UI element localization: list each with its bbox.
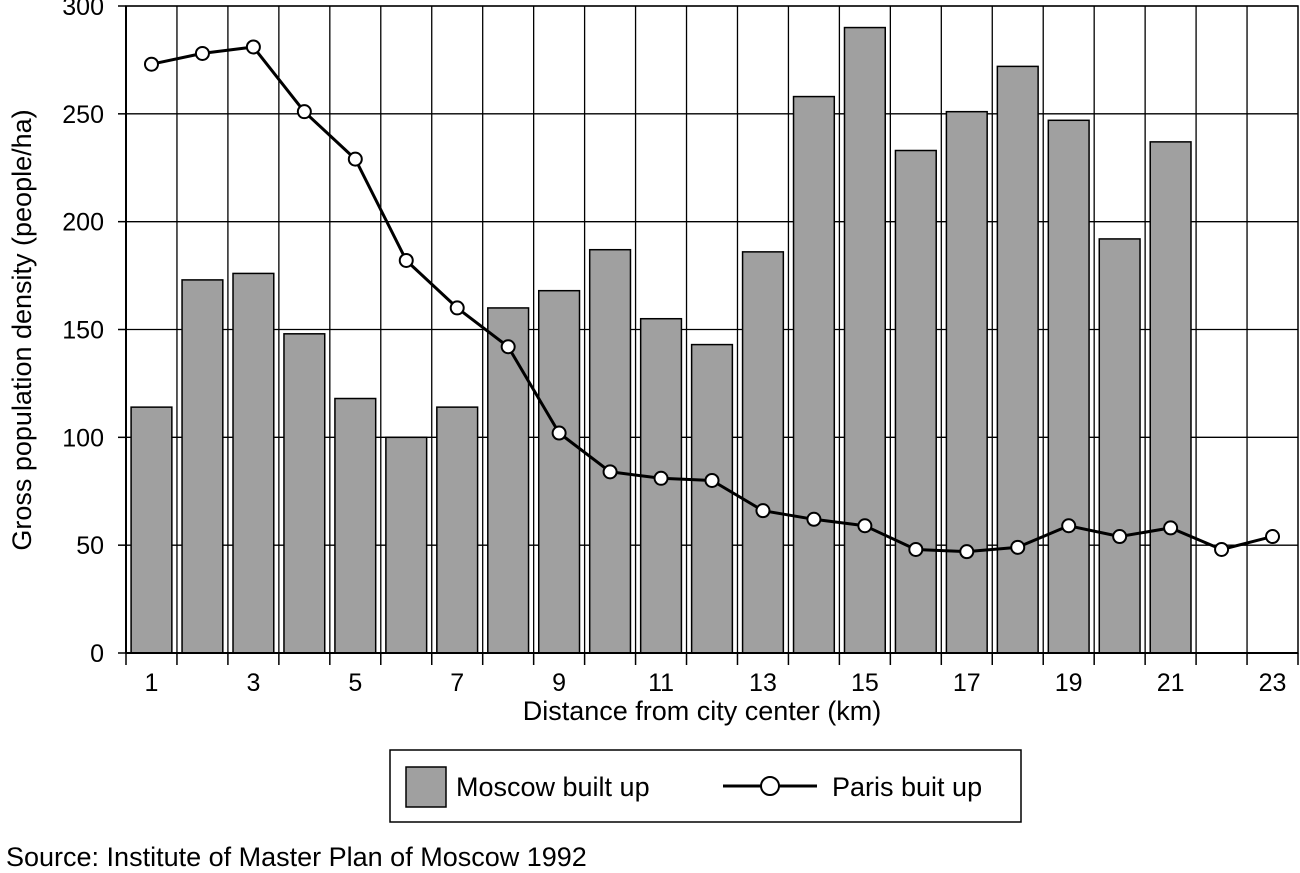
paris-point bbox=[857, 518, 873, 534]
x-tick-label: 1 bbox=[145, 669, 159, 697]
legend-label-moscow: Moscow built up bbox=[456, 772, 650, 802]
legend-swatch-paris-marker bbox=[760, 776, 780, 796]
y-tick-label: 250 bbox=[62, 101, 104, 129]
paris-point bbox=[1265, 529, 1281, 545]
paris-point bbox=[245, 39, 261, 55]
x-axis-title: Distance from city center (km) bbox=[523, 696, 882, 726]
paris-point bbox=[347, 151, 363, 167]
y-tick-label: 200 bbox=[62, 209, 104, 237]
moscow-bar bbox=[334, 397, 377, 654]
y-tick-label: 300 bbox=[62, 0, 104, 21]
moscow-bar bbox=[1149, 141, 1192, 654]
x-tick-label: 23 bbox=[1259, 669, 1287, 697]
x-tick-label: 21 bbox=[1157, 669, 1185, 697]
paris-point bbox=[449, 300, 465, 316]
moscow-bar bbox=[996, 65, 1039, 654]
x-tick-label: 19 bbox=[1055, 669, 1083, 697]
moscow-bar bbox=[1098, 238, 1141, 654]
moscow-bar bbox=[945, 110, 988, 654]
moscow-bar bbox=[690, 343, 734, 654]
legend-label-paris: Paris buit up bbox=[832, 772, 982, 802]
paris-point bbox=[194, 45, 210, 61]
paris-point bbox=[398, 252, 414, 268]
x-tick-label: 9 bbox=[552, 669, 566, 697]
paris-point bbox=[1163, 520, 1179, 536]
moscow-bar bbox=[537, 289, 581, 654]
y-tick-label: 150 bbox=[62, 317, 104, 345]
x-tick-label: 11 bbox=[648, 669, 674, 697]
legend-frame bbox=[389, 749, 1022, 823]
y-tick-label: 0 bbox=[90, 640, 104, 668]
moscow-bar bbox=[639, 317, 683, 654]
moscow-bar bbox=[843, 26, 887, 654]
paris-point bbox=[653, 470, 669, 486]
paris-point bbox=[908, 541, 924, 557]
x-tick-label: 17 bbox=[953, 669, 981, 697]
x-tick-label: 15 bbox=[851, 669, 879, 697]
paris-point bbox=[296, 104, 312, 120]
moscow-bars bbox=[130, 26, 1192, 654]
paris-line bbox=[143, 39, 1281, 560]
paris-point bbox=[704, 472, 720, 488]
paris-point bbox=[1214, 541, 1230, 557]
moscow-bar bbox=[894, 149, 937, 654]
paris-point bbox=[143, 56, 159, 72]
paris-point bbox=[551, 425, 567, 441]
y-tick-label: 100 bbox=[62, 424, 104, 452]
legend: Moscow built up Paris buit up bbox=[389, 749, 1022, 823]
moscow-bar bbox=[181, 279, 224, 654]
paris-point bbox=[755, 503, 771, 519]
moscow-bar bbox=[741, 251, 785, 654]
moscow-bar bbox=[385, 436, 428, 654]
axes bbox=[118, 5, 1299, 665]
source-note: Source: Institute of Master Plan of Mosc… bbox=[6, 842, 587, 872]
paris-point bbox=[959, 544, 975, 560]
moscow-bar bbox=[588, 248, 632, 654]
paris-point bbox=[1061, 518, 1077, 534]
y-axis-title: Gross population density (people/ha) bbox=[7, 109, 37, 550]
legend-swatch-moscow bbox=[405, 766, 447, 808]
moscow-bar bbox=[232, 272, 275, 654]
x-tick-label: 7 bbox=[450, 669, 464, 697]
paris-point bbox=[500, 339, 516, 355]
x-tick-label: 5 bbox=[348, 669, 362, 697]
paris-point bbox=[806, 511, 822, 527]
x-tick-label: 3 bbox=[246, 669, 260, 697]
paris-point bbox=[602, 464, 618, 480]
moscow-bar bbox=[130, 406, 173, 654]
moscow-bar bbox=[283, 333, 326, 654]
paris-point bbox=[1010, 539, 1026, 555]
moscow-bar bbox=[792, 95, 836, 654]
moscow-bar bbox=[487, 307, 530, 654]
x-tick-label: 13 bbox=[749, 669, 777, 697]
moscow-bar bbox=[436, 406, 479, 654]
paris-point bbox=[1112, 529, 1128, 545]
moscow-bar bbox=[1047, 119, 1090, 654]
y-tick-label: 50 bbox=[76, 532, 104, 560]
